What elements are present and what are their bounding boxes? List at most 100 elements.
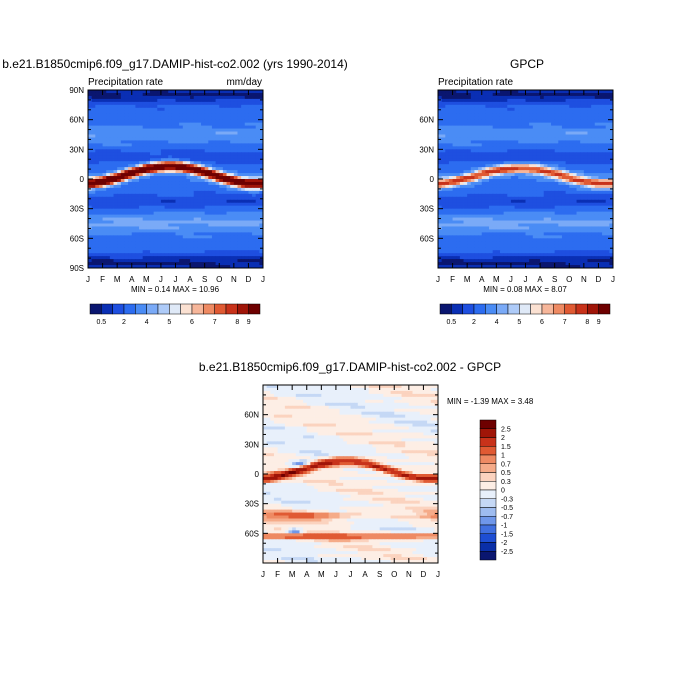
heatmap-cell <box>609 208 614 213</box>
heatmap-cell <box>609 161 614 165</box>
heatmap-cell <box>230 161 235 165</box>
heatmap-cell <box>499 208 505 213</box>
heatmap-cell <box>521 110 526 115</box>
heatmap-cell <box>131 161 136 165</box>
heatmap-cell <box>135 226 140 230</box>
heatmap-cell <box>117 98 122 103</box>
heatmap-cell <box>182 250 187 254</box>
heatmap-cell <box>95 217 100 221</box>
heatmap-cell <box>514 199 519 204</box>
heatmap-cell <box>510 90 515 94</box>
heatmap-cell <box>179 196 184 201</box>
heatmap-cell <box>219 253 224 257</box>
heatmap-cell <box>124 140 129 144</box>
heatmap-cell <box>193 190 198 195</box>
heatmap-cell <box>474 161 479 165</box>
heatmap-cell <box>591 167 596 171</box>
heatmap-cell <box>445 193 450 198</box>
heatmap-cell <box>448 110 453 115</box>
heatmap-cell <box>222 262 227 266</box>
heatmap-cell <box>117 223 122 227</box>
heatmap-cell <box>244 152 249 156</box>
heatmap-cell <box>521 143 526 147</box>
heatmap-cell <box>142 211 147 215</box>
heatmap-cell <box>128 98 133 103</box>
heatmap-cell <box>576 161 581 165</box>
heatmap-cell <box>602 184 607 189</box>
heatmap-cell <box>201 256 206 260</box>
heatmap-cell <box>106 134 111 138</box>
heatmap-cell <box>160 199 165 204</box>
heatmap-cell <box>496 205 501 210</box>
heatmap-cell <box>171 205 176 210</box>
heatmap-cell <box>164 155 169 159</box>
heatmap-cell <box>226 196 231 201</box>
heatmap-cell <box>95 226 100 230</box>
heatmap-cell <box>591 164 596 168</box>
heatmap-cell <box>525 155 530 159</box>
heatmap-cell <box>489 187 494 192</box>
heatmap-cell <box>569 161 574 165</box>
heatmap-cell <box>109 152 114 156</box>
heatmap-cell <box>237 193 242 198</box>
heatmap-cell <box>91 229 96 233</box>
heatmap-cell <box>561 158 567 162</box>
heatmap-cell <box>208 214 213 218</box>
heatmap-cell <box>179 238 184 242</box>
heatmap-cell <box>120 170 125 174</box>
heatmap-cell <box>441 176 446 180</box>
heatmap-cell <box>605 193 610 198</box>
heatmap-cell <box>518 208 523 213</box>
heatmap-cell <box>208 199 213 204</box>
heatmap-cell <box>540 193 545 198</box>
heatmap-cell <box>91 113 96 118</box>
heatmap-cell <box>259 152 264 156</box>
heatmap-cell <box>95 235 100 239</box>
heatmap-cell <box>569 170 574 174</box>
heatmap-cell <box>160 113 165 118</box>
heatmap-cell <box>441 173 446 177</box>
heatmap-cell <box>139 190 144 195</box>
heatmap-cell <box>164 161 169 165</box>
heatmap-cell <box>591 125 596 129</box>
heatmap-cell <box>259 173 264 177</box>
heatmap-cell <box>536 146 541 150</box>
heatmap-cell <box>598 119 603 124</box>
heatmap-cell <box>128 90 133 94</box>
heatmap-cell <box>106 140 111 144</box>
heatmap-cell <box>171 98 176 103</box>
heatmap-cell <box>91 131 96 135</box>
heatmap-cell <box>605 199 610 204</box>
heatmap-cell <box>459 134 464 138</box>
heatmap-cell <box>255 226 260 230</box>
heatmap-cell <box>153 238 158 242</box>
heatmap-cell <box>226 116 231 121</box>
heatmap-cell <box>146 226 151 230</box>
panel-model: b.e21.B1850cmip6.f09_g17.DAMIP-hist-co2.… <box>2 57 348 326</box>
heatmap-cell <box>609 149 614 153</box>
heatmap-cell <box>499 205 505 210</box>
heatmap-cell <box>543 107 548 112</box>
heatmap-cell <box>594 184 599 189</box>
heatmap-cell <box>448 98 453 103</box>
heatmap-cell <box>438 92 443 97</box>
heatmap-cell <box>237 140 242 144</box>
heatmap-cell <box>478 95 483 100</box>
heatmap-cell <box>233 229 238 233</box>
heatmap-cell <box>489 119 494 124</box>
heatmap-cell <box>478 152 483 156</box>
heatmap-cell <box>208 217 213 221</box>
heatmap-cell <box>157 241 162 245</box>
heatmap-cell <box>204 211 209 215</box>
heatmap-cell <box>448 187 453 192</box>
heatmap-cell <box>175 190 180 195</box>
heatmap-cell <box>149 265 155 269</box>
heatmap-cell <box>565 176 570 180</box>
heatmap-cell <box>602 205 607 210</box>
heatmap-cell <box>248 149 253 153</box>
heatmap-cell <box>98 95 103 100</box>
heatmap-cell <box>124 208 129 213</box>
heatmap-cell <box>441 92 446 97</box>
heatmap-cell <box>128 158 133 162</box>
heatmap-cell <box>201 259 206 263</box>
